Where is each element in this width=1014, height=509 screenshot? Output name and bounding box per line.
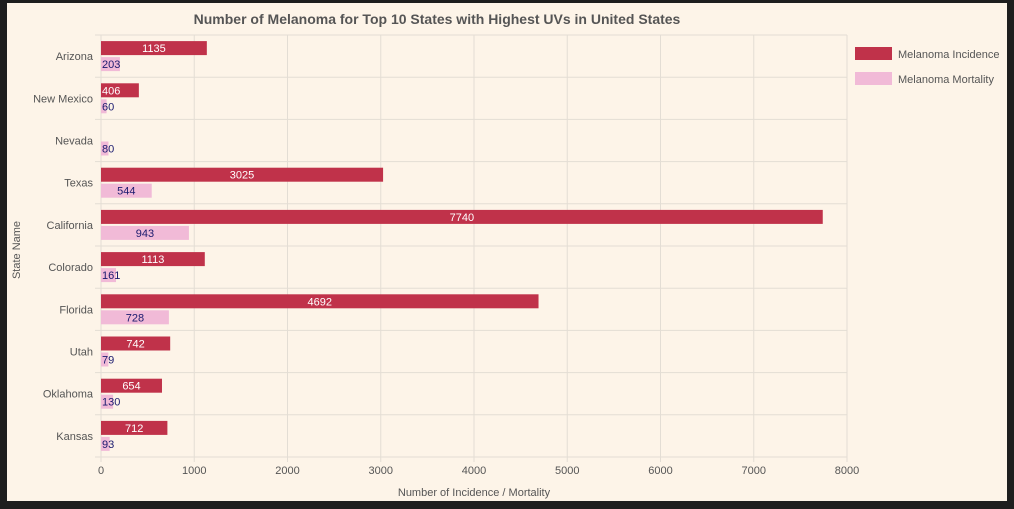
bar-mortality[interactable] — [101, 352, 109, 367]
incidence-value-label: 712 — [125, 423, 143, 435]
bar-mortality[interactable] — [101, 268, 117, 283]
bar-incidence[interactable] — [101, 41, 207, 56]
incidence-value-label: 742 — [126, 339, 144, 351]
y-tick-label: Kansas — [56, 431, 93, 443]
legend-label: Melanoma Mortality — [898, 74, 994, 86]
bar-mortality[interactable] — [101, 57, 120, 72]
bars — [101, 41, 823, 451]
mortality-value-label: 93 — [102, 439, 114, 451]
legend-item[interactable]: Melanoma Mortality — [855, 72, 994, 86]
mortality-value-label: 728 — [126, 312, 144, 324]
mortality-value-label: 544 — [117, 186, 135, 198]
bar-incidence[interactable] — [101, 336, 171, 351]
mortality-value-label: 161 — [102, 270, 120, 282]
bar-mortality[interactable] — [101, 183, 152, 198]
bar-mortality[interactable] — [101, 310, 169, 325]
grid-lines — [95, 34, 848, 462]
x-tick-label: 7000 — [742, 465, 766, 477]
x-tick-label: 1000 — [182, 465, 206, 477]
x-tick-label: 2000 — [275, 465, 299, 477]
bar-mortality[interactable] — [101, 225, 189, 240]
legend-item[interactable]: Melanoma Incidence — [855, 47, 1000, 61]
incidence-value-label: 4692 — [308, 296, 332, 308]
mortality-value-label: 60 — [102, 101, 114, 113]
x-axis-title: Number of Incidence / Mortality — [398, 487, 551, 499]
bar-incidence[interactable] — [101, 209, 823, 224]
chart-title: Number of Melanoma for Top 10 States wit… — [194, 11, 681, 27]
y-tick-label: California — [47, 220, 94, 232]
mortality-value-label: 80 — [102, 144, 114, 156]
legend[interactable]: Melanoma Incidence Melanoma Mortality — [855, 47, 1000, 86]
y-tick-label: Oklahoma — [43, 389, 94, 401]
incidence-value-label: 406 — [102, 85, 120, 97]
x-tick-label: 0 — [98, 465, 104, 477]
mortality-value-label: 203 — [102, 59, 120, 71]
chart-panel: Number of Melanoma for Top 10 States wit… — [7, 3, 1007, 501]
incidence-value-label: 654 — [122, 381, 140, 393]
x-tick-label: 5000 — [555, 465, 579, 477]
axis-ticks: 0 1000 2000 3000 4000 5000 6000 7000 8000 Arizona… — [33, 51, 859, 477]
y-tick-label: Florida — [59, 304, 94, 316]
mortality-value-label: 943 — [136, 228, 154, 240]
y-tick-label: Nevada — [55, 136, 94, 148]
legend-swatch — [855, 72, 892, 85]
legend-swatch — [855, 47, 892, 60]
mortality-value-label: 79 — [102, 355, 114, 367]
bar-incidence[interactable] — [101, 167, 384, 182]
y-tick-label: New Mexico — [33, 93, 93, 105]
y-tick-label: Arizona — [56, 51, 94, 63]
bar-mortality[interactable] — [101, 99, 107, 114]
data-labels: 1135 203 406 60 80 3025 544 7740 943 1113 161 4692 7… — [102, 43, 474, 451]
y-tick-label: Utah — [70, 347, 93, 359]
bar-incidence[interactable] — [101, 252, 205, 267]
mortality-value-label: 130 — [102, 397, 120, 409]
bar-mortality[interactable] — [101, 436, 110, 451]
incidence-value-label: 3025 — [230, 170, 254, 182]
bar-incidence[interactable] — [101, 294, 539, 309]
legend-label: Melanoma Incidence — [898, 49, 1000, 61]
y-axis-title: State Name — [11, 221, 23, 279]
x-tick-label: 4000 — [462, 465, 486, 477]
bar-mortality[interactable] — [101, 141, 109, 156]
bar-incidence[interactable] — [101, 83, 139, 98]
x-tick-label: 8000 — [835, 465, 859, 477]
y-tick-label: Colorado — [48, 262, 93, 274]
bar-incidence[interactable] — [101, 378, 162, 393]
incidence-value-label: 1135 — [142, 43, 166, 55]
y-tick-label: Texas — [64, 178, 93, 190]
x-tick-label: 6000 — [648, 465, 672, 477]
bar-incidence[interactable] — [101, 420, 168, 435]
x-tick-label: 3000 — [369, 465, 393, 477]
incidence-value-label: 1113 — [141, 254, 164, 266]
incidence-value-label: 7740 — [450, 212, 474, 224]
chart-canvas: Number of Melanoma for Top 10 States wit… — [11, 11, 1000, 499]
bar-mortality[interactable] — [101, 394, 114, 409]
